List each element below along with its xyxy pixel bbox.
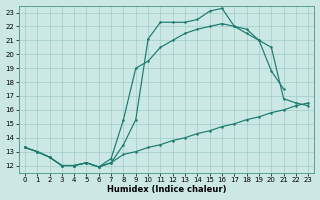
X-axis label: Humidex (Indice chaleur): Humidex (Indice chaleur): [107, 185, 226, 194]
